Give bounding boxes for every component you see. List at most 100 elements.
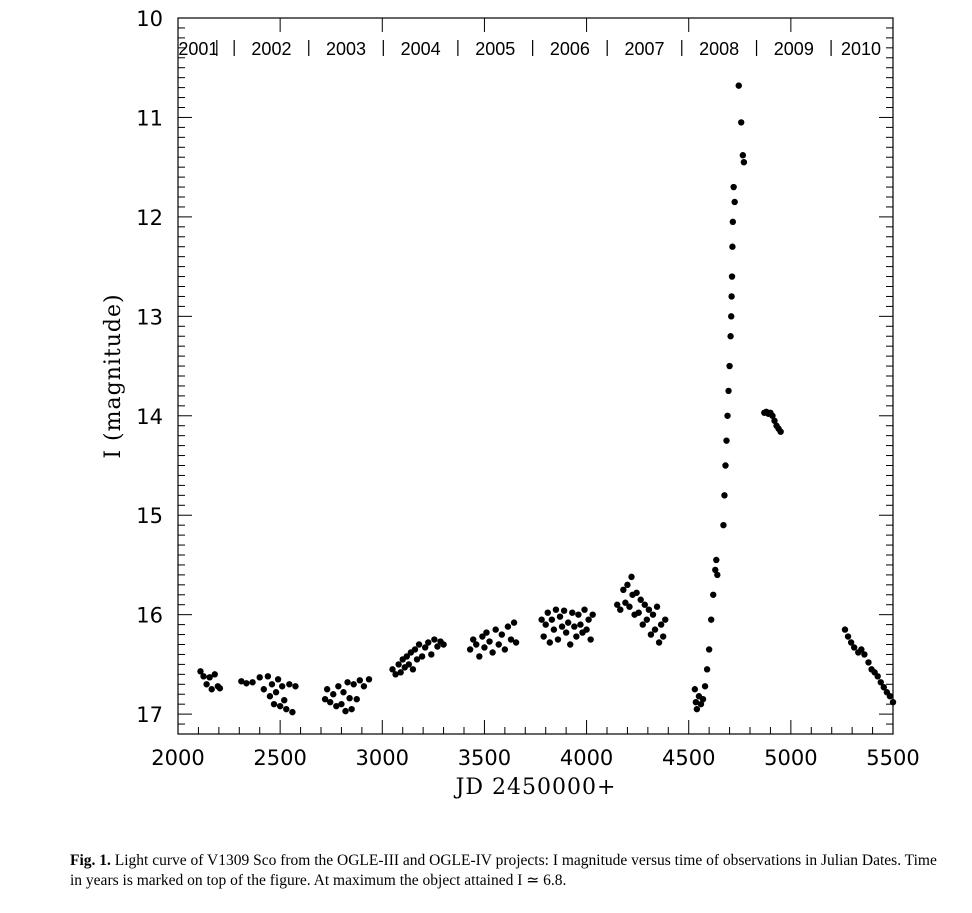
year-label: 2008	[699, 39, 739, 59]
data-point	[641, 601, 648, 608]
data-point	[728, 293, 735, 300]
data-point	[692, 698, 700, 706]
data-point	[278, 683, 286, 690]
data-point	[512, 639, 520, 646]
data-point	[415, 641, 423, 648]
data-point	[411, 646, 419, 653]
data-point	[507, 636, 515, 643]
data-point	[858, 646, 865, 653]
data-point	[723, 437, 730, 444]
data-point	[333, 702, 340, 710]
data-point	[554, 636, 562, 643]
data-point	[211, 671, 218, 678]
data-point	[249, 679, 256, 686]
tick-labels: 2000 2500 3000 3500 4000 4500 5000 5500 10 11 12 13…	[136, 7, 919, 770]
data-point	[581, 606, 588, 613]
data-point	[428, 651, 435, 658]
data-point	[489, 649, 496, 656]
data-point	[728, 313, 735, 320]
data-point	[691, 686, 699, 693]
data-point	[739, 152, 747, 159]
data-point	[729, 243, 736, 250]
data-point	[283, 705, 290, 713]
data-point	[340, 689, 347, 696]
data-point	[481, 644, 488, 651]
data-point	[540, 633, 547, 640]
data-point	[403, 653, 410, 660]
x-tick-label: 4500	[662, 746, 715, 770]
data-point	[655, 639, 663, 646]
x-tick-label: 5000	[764, 746, 817, 770]
data-point	[544, 609, 551, 616]
data-point	[624, 581, 631, 589]
data-points	[197, 82, 897, 716]
data-point	[504, 623, 512, 630]
data-point	[647, 631, 655, 638]
data-point	[335, 683, 342, 690]
year-label: 2007	[624, 39, 664, 59]
data-point	[714, 571, 721, 579]
data-point	[777, 428, 784, 435]
year-label: 2002	[251, 39, 291, 59]
data-point	[657, 621, 665, 628]
data-point	[583, 626, 590, 633]
data-point	[724, 412, 731, 419]
data-point	[880, 684, 888, 691]
data-point	[473, 641, 480, 648]
x-tick-label: 4000	[560, 746, 613, 770]
data-point	[637, 596, 644, 603]
data-point	[703, 666, 711, 673]
data-point	[705, 646, 713, 653]
data-point	[356, 677, 364, 684]
x-tick-label: 2000	[151, 746, 204, 770]
x-tick-label: 3500	[458, 746, 511, 770]
data-point	[575, 611, 582, 618]
data-point	[344, 679, 351, 686]
x-tick-label: 3000	[356, 746, 409, 770]
data-point	[567, 641, 574, 648]
caption-text: Light curve of V1309 Sco from the OGLE-I…	[70, 852, 937, 889]
data-point	[877, 679, 884, 686]
data-point	[392, 671, 399, 678]
data-point	[350, 681, 357, 688]
data-point	[769, 412, 776, 419]
data-point	[643, 616, 651, 623]
data-point	[264, 673, 272, 680]
data-point	[633, 589, 640, 596]
data-point	[431, 636, 438, 643]
data-point	[564, 619, 572, 626]
year-label: 2001	[178, 39, 218, 59]
data-point	[206, 674, 213, 681]
data-point	[289, 708, 296, 716]
data-point	[409, 666, 417, 673]
data-point	[731, 198, 738, 206]
data-point	[649, 611, 657, 618]
data-point	[577, 621, 584, 628]
data-point	[639, 621, 646, 628]
y-tick-label: 14	[136, 405, 163, 429]
data-point	[628, 573, 635, 581]
data-point	[847, 639, 855, 646]
data-point	[693, 705, 701, 713]
data-point	[707, 616, 715, 623]
figure-caption: Fig. 1. Light curve of V1309 Sco from th…	[70, 851, 950, 891]
data-point	[738, 119, 745, 126]
data-point	[397, 669, 404, 676]
y-tick-label: 16	[136, 604, 163, 628]
y-tick-label: 12	[136, 206, 163, 230]
data-point	[645, 606, 653, 613]
data-point	[346, 695, 353, 702]
data-point	[501, 646, 509, 653]
data-point	[562, 629, 570, 636]
data-point	[208, 686, 215, 693]
data-point	[701, 683, 709, 690]
data-point	[729, 218, 737, 226]
data-point	[626, 603, 633, 610]
data-point	[434, 643, 441, 650]
data-point	[274, 676, 282, 683]
data-point	[440, 641, 447, 648]
data-point	[483, 629, 490, 636]
data-point	[546, 639, 553, 646]
data-point	[740, 158, 748, 166]
data-point	[330, 691, 337, 698]
